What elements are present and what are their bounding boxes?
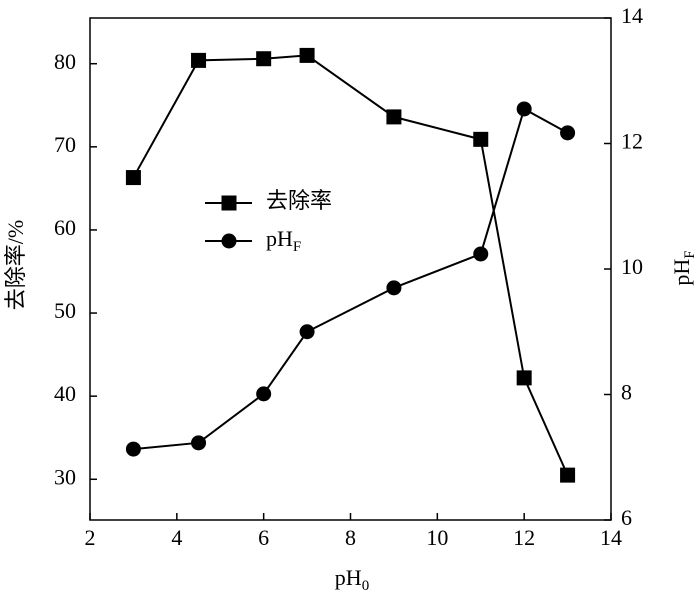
data-point (299, 324, 315, 340)
plot-frame (89, 17, 612, 521)
series-line (132, 54, 569, 476)
data-point (473, 131, 489, 147)
data-point (560, 467, 576, 483)
y-axis-label: 去除率/% (3, 220, 28, 310)
y2-tick-label: 12 (621, 129, 643, 154)
data-point (191, 435, 207, 451)
legend-label: pHF (266, 226, 301, 255)
legend-marker (221, 195, 237, 211)
x-axis-label: pH0 (335, 565, 369, 594)
data-point (560, 125, 576, 141)
data-point (125, 170, 141, 186)
x-tick-label: 6 (258, 525, 269, 550)
y-tick-label: 60 (54, 215, 76, 240)
data-point (386, 280, 402, 296)
legend-marker (221, 233, 237, 249)
legend-label: 去除率 (266, 188, 332, 213)
y2-axis-label: pHF (669, 250, 698, 285)
data-point (191, 52, 207, 68)
x-tick-label: 4 (171, 525, 182, 550)
data-point (256, 51, 272, 67)
y2-tick-label: 10 (621, 254, 643, 279)
series-line (133, 107, 569, 451)
x-tick-label: 12 (513, 525, 535, 550)
x-tick-label: 2 (85, 525, 96, 550)
y-tick-label: 70 (54, 132, 76, 157)
y-tick-label: 80 (54, 49, 76, 74)
y-tick-label: 50 (54, 298, 76, 323)
x-tick-label: 8 (345, 525, 356, 550)
data-point (386, 109, 402, 125)
y2-tick-label: 8 (621, 380, 632, 405)
y2-tick-label: 6 (621, 505, 632, 530)
data-point (516, 101, 532, 117)
data-point (256, 386, 272, 402)
data-point (516, 370, 532, 386)
x-tick-label: 14 (600, 525, 622, 550)
y2-tick-label: 14 (621, 3, 643, 28)
y-tick-label: 40 (54, 381, 76, 406)
y-tick-label: 30 (54, 464, 76, 489)
data-point (299, 47, 315, 63)
x-tick-label: 10 (426, 525, 448, 550)
data-point (473, 246, 489, 262)
data-point (125, 441, 141, 457)
